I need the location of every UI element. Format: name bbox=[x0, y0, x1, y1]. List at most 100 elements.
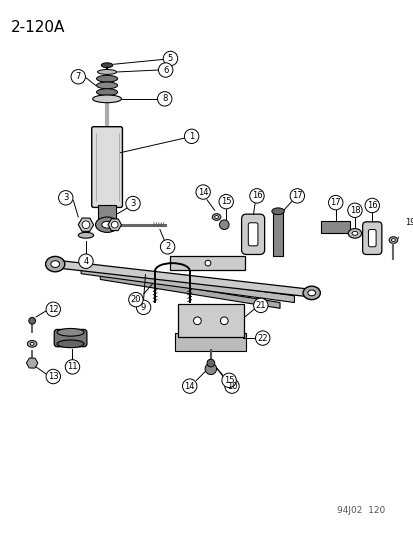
FancyBboxPatch shape bbox=[170, 256, 245, 270]
Text: 11: 11 bbox=[67, 362, 78, 372]
Ellipse shape bbox=[214, 215, 218, 219]
Text: 3: 3 bbox=[130, 199, 135, 208]
Circle shape bbox=[126, 196, 140, 211]
Text: 22: 22 bbox=[257, 334, 267, 343]
Text: 19: 19 bbox=[404, 219, 413, 227]
Ellipse shape bbox=[57, 328, 84, 336]
Ellipse shape bbox=[307, 290, 315, 296]
Circle shape bbox=[128, 293, 143, 307]
Ellipse shape bbox=[97, 69, 116, 74]
Text: 15: 15 bbox=[223, 376, 234, 385]
Text: 13: 13 bbox=[48, 372, 59, 381]
Ellipse shape bbox=[102, 221, 112, 228]
Text: 4: 4 bbox=[83, 257, 88, 266]
FancyBboxPatch shape bbox=[273, 212, 282, 256]
Text: 16: 16 bbox=[366, 201, 377, 210]
Text: 6: 6 bbox=[163, 66, 168, 75]
Circle shape bbox=[28, 318, 36, 324]
FancyBboxPatch shape bbox=[175, 333, 246, 351]
Circle shape bbox=[82, 221, 90, 229]
Ellipse shape bbox=[45, 256, 65, 272]
Text: 12: 12 bbox=[48, 305, 58, 314]
Text: 17: 17 bbox=[291, 191, 302, 200]
FancyBboxPatch shape bbox=[178, 304, 243, 337]
Ellipse shape bbox=[302, 286, 320, 300]
Text: 3: 3 bbox=[63, 193, 68, 203]
Ellipse shape bbox=[388, 237, 397, 244]
Ellipse shape bbox=[57, 340, 84, 348]
Text: 9: 9 bbox=[140, 303, 146, 312]
FancyBboxPatch shape bbox=[98, 206, 116, 221]
Circle shape bbox=[221, 373, 236, 387]
Circle shape bbox=[364, 198, 379, 213]
Circle shape bbox=[46, 302, 60, 317]
Text: 94J02  120: 94J02 120 bbox=[337, 506, 385, 515]
Text: 18: 18 bbox=[349, 206, 359, 215]
Text: 5: 5 bbox=[167, 54, 173, 63]
Circle shape bbox=[195, 185, 210, 199]
Ellipse shape bbox=[347, 229, 361, 238]
Polygon shape bbox=[100, 274, 279, 308]
Circle shape bbox=[204, 260, 210, 266]
Polygon shape bbox=[81, 267, 294, 303]
Circle shape bbox=[136, 300, 150, 314]
Circle shape bbox=[157, 92, 171, 106]
Ellipse shape bbox=[93, 95, 121, 103]
Ellipse shape bbox=[51, 261, 59, 268]
Ellipse shape bbox=[101, 63, 113, 68]
Circle shape bbox=[403, 215, 413, 230]
Ellipse shape bbox=[96, 75, 117, 82]
Circle shape bbox=[255, 331, 269, 345]
FancyBboxPatch shape bbox=[362, 222, 381, 254]
Circle shape bbox=[219, 220, 228, 230]
Circle shape bbox=[206, 359, 214, 367]
Ellipse shape bbox=[78, 232, 93, 238]
Text: 14: 14 bbox=[197, 188, 208, 197]
Circle shape bbox=[249, 189, 263, 203]
Circle shape bbox=[347, 203, 361, 217]
Circle shape bbox=[163, 51, 177, 66]
Circle shape bbox=[46, 369, 60, 384]
Ellipse shape bbox=[96, 82, 117, 89]
Circle shape bbox=[160, 240, 174, 254]
FancyBboxPatch shape bbox=[320, 221, 349, 233]
Circle shape bbox=[204, 363, 216, 375]
FancyBboxPatch shape bbox=[368, 230, 375, 247]
Text: 2: 2 bbox=[165, 243, 170, 251]
Circle shape bbox=[158, 63, 173, 77]
Text: 15: 15 bbox=[221, 197, 231, 206]
Polygon shape bbox=[57, 260, 308, 297]
Ellipse shape bbox=[212, 214, 221, 220]
Ellipse shape bbox=[351, 231, 357, 235]
Circle shape bbox=[71, 69, 85, 84]
Ellipse shape bbox=[27, 341, 37, 347]
FancyBboxPatch shape bbox=[248, 223, 257, 246]
Circle shape bbox=[193, 317, 201, 325]
Circle shape bbox=[328, 196, 342, 210]
Text: 16: 16 bbox=[251, 191, 262, 200]
Text: 2-120A: 2-120A bbox=[11, 20, 65, 35]
Ellipse shape bbox=[391, 239, 394, 241]
FancyBboxPatch shape bbox=[241, 214, 264, 254]
Circle shape bbox=[111, 221, 118, 228]
Circle shape bbox=[78, 254, 93, 269]
Circle shape bbox=[182, 379, 197, 393]
Circle shape bbox=[218, 195, 233, 209]
Text: 20: 20 bbox=[131, 295, 141, 304]
Text: 21: 21 bbox=[255, 301, 266, 310]
Circle shape bbox=[220, 317, 228, 325]
Text: 7: 7 bbox=[76, 72, 81, 81]
FancyBboxPatch shape bbox=[54, 329, 87, 347]
Ellipse shape bbox=[96, 89, 117, 95]
Circle shape bbox=[184, 129, 198, 143]
Text: 17: 17 bbox=[330, 198, 340, 207]
Text: 14: 14 bbox=[184, 382, 195, 391]
Ellipse shape bbox=[271, 208, 284, 215]
Circle shape bbox=[58, 191, 73, 205]
Text: 10: 10 bbox=[226, 382, 237, 391]
Ellipse shape bbox=[30, 342, 34, 345]
Circle shape bbox=[253, 298, 267, 313]
FancyBboxPatch shape bbox=[92, 127, 122, 207]
Ellipse shape bbox=[95, 217, 118, 232]
Text: 8: 8 bbox=[161, 94, 167, 103]
